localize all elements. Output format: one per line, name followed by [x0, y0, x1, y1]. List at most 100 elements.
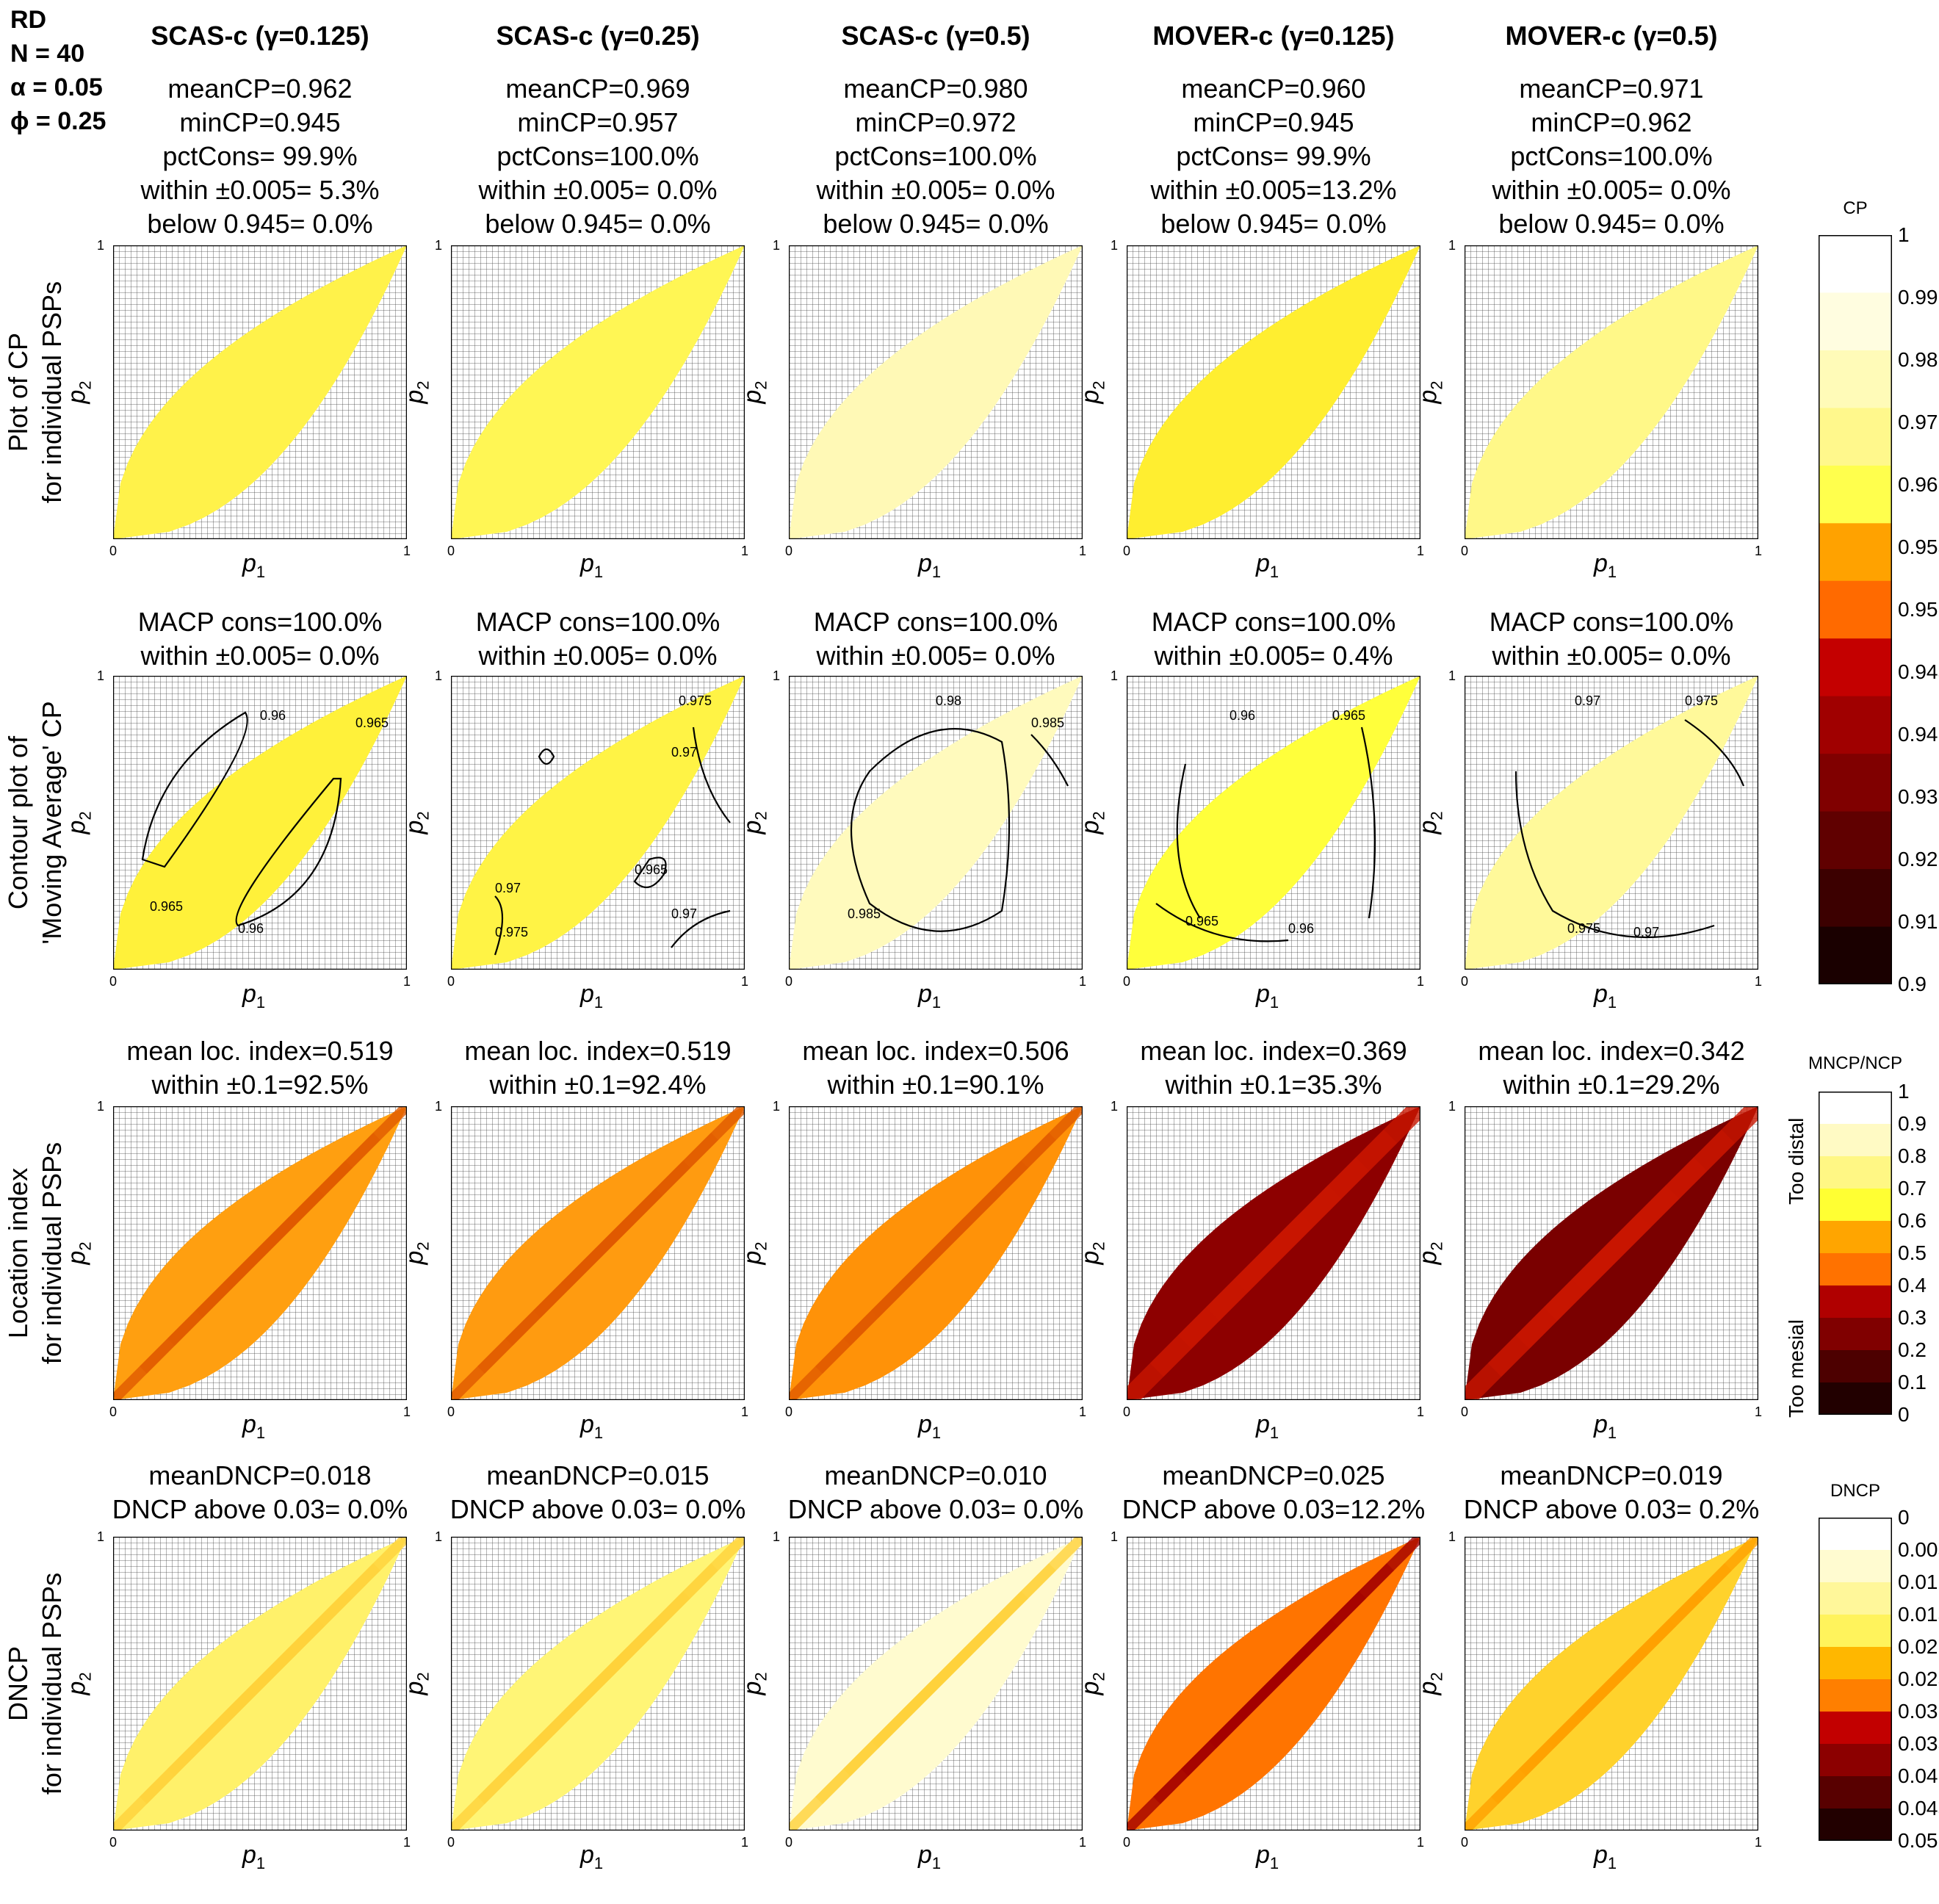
stats-block: mean loc. index=0.519 within ±0.1=92.4% — [429, 1034, 767, 1102]
y-axis-label-p: p — [1414, 1681, 1442, 1695]
plot-frame — [788, 675, 1083, 970]
plot-svg — [788, 245, 1083, 540]
y-tick-1: 1 — [1448, 238, 1456, 253]
plot-svg — [422, 1077, 774, 1429]
colorbar-frame — [1819, 1518, 1892, 1841]
y-axis-label-p: p — [62, 389, 91, 404]
y-tick-1: 1 — [97, 1099, 105, 1114]
x-axis-label-sub: 1 — [931, 562, 942, 581]
y-axis-label-sub: 2 — [1427, 381, 1446, 390]
colorbar-swatch — [1819, 580, 1892, 639]
stats-block: meanCP=0.980 minCP=0.972 pctCons=100.0% wit… — [767, 72, 1105, 241]
row-label-line: Location index — [3, 1167, 33, 1339]
stats-line: within ±0.005= 0.0% — [478, 641, 718, 671]
y-tick-1: 1 — [435, 1529, 443, 1544]
colorbar-swatch — [1819, 1647, 1892, 1680]
y-axis-label-p: p — [400, 1681, 429, 1695]
x-axis-label-p: p — [1594, 980, 1608, 1008]
x-tick-0: 0 — [1461, 1404, 1469, 1419]
row-label-line: DNCP — [3, 1646, 33, 1722]
x-tick-0: 0 — [1461, 1835, 1469, 1850]
stats-line: minCP=0.972 — [855, 107, 1017, 137]
row-label: Plot of CP for individual PSPs — [1, 238, 69, 547]
x-axis-label: p1 — [918, 1410, 941, 1443]
stats-block: meanCP=0.971 minCP=0.962 pctCons=100.0% wit… — [1442, 72, 1780, 241]
y-axis-label-sub: 2 — [414, 381, 433, 390]
y-axis-label-p: p — [1076, 1250, 1105, 1265]
colorbar-swatch — [1819, 1776, 1892, 1809]
y-axis-label-sub: 2 — [1089, 381, 1108, 390]
contour-line — [633, 857, 667, 889]
x-axis-label-p: p — [242, 980, 256, 1008]
colorbar-swatch — [1819, 350, 1892, 408]
x-tick-1: 1 — [741, 544, 749, 558]
stats-block: meanCP=0.960 minCP=0.945 pctCons= 99.9% wit… — [1105, 72, 1442, 241]
plot-frame — [788, 1106, 1083, 1401]
x-tick-0: 0 — [785, 1835, 793, 1850]
x-tick-1: 1 — [403, 544, 411, 558]
colorbar-swatch — [1819, 696, 1892, 754]
x-tick-1: 1 — [403, 974, 411, 989]
column-title: MOVER-c (γ=0.5) — [1505, 21, 1718, 51]
texture-streak — [1571, 1073, 1791, 1294]
stats-line: meanDNCP=0.025 — [1162, 1460, 1385, 1490]
colorbar-swatch — [1819, 292, 1892, 351]
plot-svg — [450, 245, 745, 540]
plot-panel — [84, 1077, 436, 1429]
y-axis-label-p: p — [1076, 1681, 1105, 1695]
stats-line: pctCons=100.0% — [1510, 141, 1713, 171]
texture-streak — [1575, 1507, 1788, 1720]
y-axis-label-sub: 2 — [1089, 1672, 1108, 1681]
x-axis-label-p: p — [242, 1410, 256, 1438]
y-axis-label: p2 — [63, 1241, 95, 1264]
plot-panel — [422, 1507, 774, 1860]
plot-svg: 0.98 0.985 0.985 — [788, 675, 1083, 970]
colorbar-label: 0 — [1898, 1506, 1910, 1529]
stats-line: meanCP=0.971 — [1519, 73, 1704, 104]
stats-block: mean loc. index=0.506 within ±0.1=90.1% — [767, 1034, 1105, 1102]
x-tick-0: 0 — [1123, 1404, 1131, 1419]
x-tick-0: 0 — [1123, 974, 1131, 989]
plot-panel — [1097, 1507, 1450, 1860]
colorbar-label: 0.99 — [1898, 286, 1938, 309]
plot-svg: 0.97 0.975 0.975 0.97 — [1464, 675, 1759, 970]
row-label-line: Contour plot of — [3, 735, 33, 910]
x-axis-label-sub: 1 — [1269, 562, 1279, 581]
y-axis-label-sub: 2 — [414, 1241, 433, 1251]
x-axis-label: p1 — [918, 549, 941, 582]
x-axis-label-p: p — [580, 549, 594, 577]
y-tick-1: 1 — [97, 238, 105, 253]
contour-label: 0.965 — [1332, 708, 1365, 723]
x-axis-label-p: p — [1594, 1841, 1608, 1869]
stats-line: DNCP above 0.03= 0.2% — [1463, 1494, 1760, 1524]
colorbar-swatch — [1819, 1189, 1892, 1222]
feasible-region-fill — [113, 676, 407, 970]
colorbar-frame — [1819, 235, 1892, 984]
x-axis-label-p: p — [1256, 549, 1270, 577]
contour-label: 0.975 — [679, 693, 712, 708]
stats-line: pctCons= 99.9% — [162, 141, 358, 171]
stats-line: minCP=0.945 — [179, 107, 341, 137]
stats-block: MACP cons=100.0% within ±0.005= 0.4% — [1105, 605, 1442, 673]
contour-label: 0.975 — [1567, 921, 1600, 936]
x-tick-1: 1 — [1417, 1835, 1425, 1850]
contour-line — [692, 726, 731, 823]
plot-frame — [112, 675, 408, 970]
stats-block: mean loc. index=0.519 within ±0.1=92.5% — [91, 1034, 429, 1102]
stats-line: mean loc. index=0.506 — [802, 1036, 1069, 1066]
contour-line — [235, 777, 342, 927]
x-axis-label-p: p — [1256, 1410, 1270, 1438]
feasible-region-fill — [1465, 676, 1758, 970]
y-tick-1: 1 — [1111, 668, 1119, 683]
plot-panel — [450, 245, 745, 540]
stats-block: meanDNCP=0.025 DNCP above 0.03=12.2% — [1105, 1459, 1442, 1526]
colorbar-swatch — [1819, 869, 1892, 928]
row-label: Contour plot of 'Moving Average' CP — [1, 668, 69, 977]
colorbar-label: 0.05 — [1898, 1829, 1938, 1852]
colorbar-label: 0.945 — [1898, 660, 1939, 683]
plot-svg — [759, 1077, 1112, 1429]
plot-panel — [112, 245, 408, 540]
x-axis-label: p1 — [580, 1841, 603, 1873]
plot-panel: 0.98 0.985 0.985 — [788, 675, 1083, 970]
y-axis-label-sub: 2 — [76, 811, 95, 821]
